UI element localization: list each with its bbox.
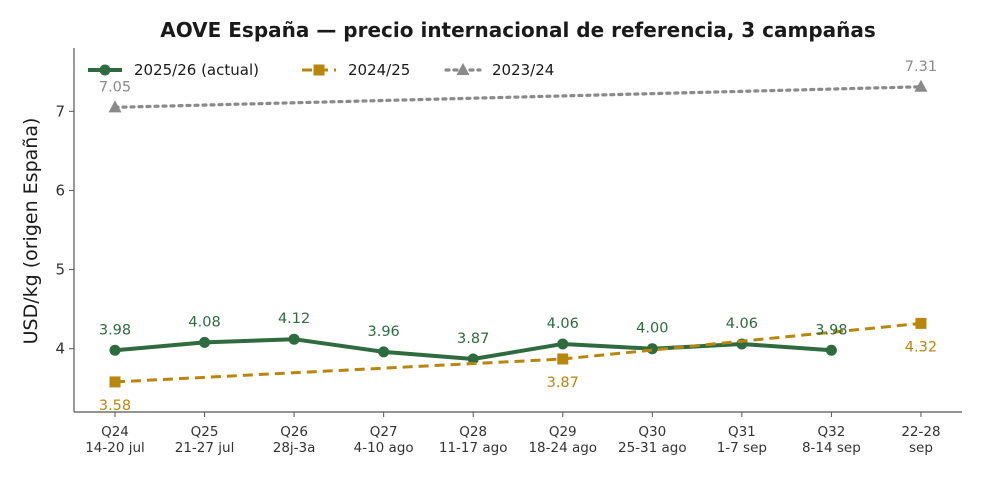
- data-point-circle: [199, 336, 211, 348]
- data-point-square: [915, 317, 927, 329]
- legend-item: 2025/26 (actual): [88, 61, 259, 79]
- chart-title: AOVE España — precio internacional de re…: [160, 18, 876, 42]
- data-point-circle: [646, 343, 658, 355]
- data-point-circle: [825, 344, 837, 356]
- x-tick-label-line: Q27: [370, 424, 398, 440]
- x-tick-label: Q31 1-7 sep: [717, 424, 767, 456]
- legend: 2025/26 (actual) 2024/25 2023/24: [88, 61, 554, 79]
- x-tick-label-line: Q30: [638, 424, 666, 440]
- x-tick-label-line: Q26: [280, 424, 308, 440]
- x-tick-label: 22-28 sep: [901, 424, 940, 456]
- data-label: 3.98: [99, 322, 131, 338]
- x-tick-label-line: 8-14 sep: [802, 440, 861, 456]
- data-label: 7.31: [905, 59, 937, 75]
- data-point-circle: [467, 353, 479, 365]
- y-tick-label: 7: [55, 102, 65, 120]
- data-point-circle: [99, 64, 111, 76]
- data-label: 7.05: [99, 79, 131, 95]
- x-tick-label-line: sep: [909, 440, 933, 456]
- x-tick-label-line: 21-27 jul: [175, 440, 235, 456]
- x-tick-label-line: 22-28: [901, 424, 940, 440]
- x-tick-label: Q29 18-24 ago: [528, 424, 597, 456]
- data-point-circle: [288, 333, 300, 345]
- x-tick-label-line: Q28: [459, 424, 487, 440]
- data-point-triangle: [456, 63, 470, 75]
- data-label: 4.06: [547, 316, 579, 332]
- data-point-circle: [557, 338, 569, 350]
- data-label: 3.58: [99, 398, 131, 414]
- data-point-square: [557, 353, 569, 365]
- x-tick-label-line: Q24: [101, 424, 129, 440]
- data-label: 4.32: [905, 339, 937, 355]
- x-tick-label-line: 1-7 sep: [717, 440, 767, 456]
- data-label: 4.12: [278, 311, 310, 327]
- data-point-triangle: [914, 79, 928, 92]
- legend-item: 2024/25: [302, 61, 410, 79]
- x-tick-label-line: 11-17 ago: [439, 440, 508, 456]
- x-tick-label: Q25 21-27 jul: [175, 424, 235, 456]
- legend-label: 2023/24: [492, 61, 554, 79]
- x-tick-label-line: 25-31 ago: [618, 440, 687, 456]
- x-tick-label-line: 4-10 ago: [354, 440, 414, 456]
- y-tick-label: 4: [55, 340, 65, 358]
- x-tick-label: Q27 4-10 ago: [354, 424, 414, 456]
- series-line: [113, 85, 923, 109]
- series-2: [108, 79, 928, 113]
- x-tick-label: Q24 14-20 jul: [85, 424, 145, 456]
- data-label: 4.00: [636, 321, 668, 337]
- data-label: 3.98: [815, 322, 847, 338]
- data-point-triangle: [108, 100, 122, 113]
- axes: 4 5 6 7 Q24 14-20 jul Q25 21-27 jul Q26 28j-3a Q27…: [55, 48, 962, 456]
- legend-label: 2025/26 (actual): [134, 61, 259, 79]
- x-tick-label: Q32 8-14 sep: [802, 424, 861, 456]
- x-tick-label-line: Q31: [728, 424, 756, 440]
- x-tick-label-line: 14-20 jul: [85, 440, 145, 456]
- x-tick-label: Q28 11-17 ago: [439, 424, 508, 456]
- data-label: 3.87: [547, 375, 579, 391]
- x-tick-label: Q30 25-31 ago: [618, 424, 687, 456]
- x-tick-label-line: Q29: [549, 424, 577, 440]
- data-point-square: [109, 376, 121, 388]
- legend-label: 2024/25: [348, 61, 410, 79]
- y-tick-label: 5: [55, 261, 65, 279]
- data-labels: 3.98 4.08 4.12 3.96 3.87 4.06 4.00 4.06 3.98 3.58…: [99, 59, 937, 414]
- legend-item: 2023/24: [444, 61, 554, 79]
- data-point-circle: [378, 346, 390, 358]
- x-tick-label-line: 18-24 ago: [528, 440, 597, 456]
- series-1: [109, 317, 927, 388]
- data-label: 3.96: [368, 324, 400, 340]
- y-tick-label: 6: [55, 181, 65, 199]
- x-tick-label-line: Q25: [191, 424, 219, 440]
- x-tick-label-line: Q32: [817, 424, 845, 440]
- data-point-square: [313, 64, 325, 76]
- data-point-circle: [109, 344, 121, 356]
- y-axis-label: USD/kg (origen España): [20, 118, 42, 345]
- data-label: 4.08: [188, 314, 220, 330]
- x-tick-label: Q26 28j-3a: [273, 424, 316, 456]
- data-label: 4.06: [726, 316, 758, 332]
- series-layer: [108, 79, 928, 388]
- x-tick-label-line: 28j-3a: [273, 440, 316, 456]
- data-label: 3.87: [457, 331, 489, 347]
